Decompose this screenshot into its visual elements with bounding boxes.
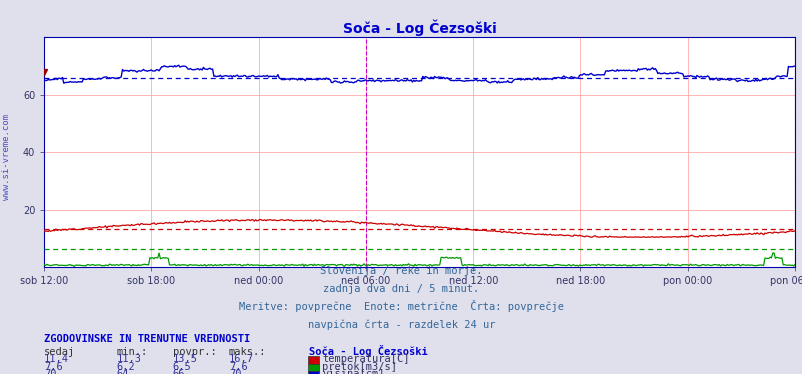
Text: sedaj: sedaj <box>44 347 75 356</box>
Text: 70: 70 <box>229 369 241 374</box>
Text: navpična črta - razdelek 24 ur: navpična črta - razdelek 24 ur <box>307 319 495 329</box>
Text: 7,6: 7,6 <box>44 362 63 371</box>
Text: ZGODOVINSKE IN TRENUTNE VREDNOSTI: ZGODOVINSKE IN TRENUTNE VREDNOSTI <box>44 334 250 344</box>
Text: 7,6: 7,6 <box>229 362 247 371</box>
Text: maks.:: maks.: <box>229 347 266 356</box>
Text: 11,4: 11,4 <box>44 354 69 364</box>
Text: zadnja dva dni / 5 minut.: zadnja dva dni / 5 minut. <box>323 284 479 294</box>
Text: 16,7: 16,7 <box>229 354 253 364</box>
Text: pretok[m3/s]: pretok[m3/s] <box>322 362 396 371</box>
Text: 6,2: 6,2 <box>116 362 135 371</box>
Text: Slovenija / reke in morje.: Slovenija / reke in morje. <box>320 266 482 276</box>
Text: 64: 64 <box>116 369 129 374</box>
Text: povpr.:: povpr.: <box>172 347 216 356</box>
Title: Soča - Log Čezsoški: Soča - Log Čezsoški <box>342 20 496 36</box>
Text: višina[cm]: višina[cm] <box>322 369 384 374</box>
Text: 70: 70 <box>44 369 57 374</box>
Text: 13,5: 13,5 <box>172 354 197 364</box>
Text: www.si-vreme.com: www.si-vreme.com <box>2 114 11 200</box>
Text: 11,3: 11,3 <box>116 354 141 364</box>
Text: Soča - Log Čezsoški: Soča - Log Čezsoški <box>309 344 427 356</box>
Text: Meritve: povprečne  Enote: metrične  Črta: povprečje: Meritve: povprečne Enote: metrične Črta:… <box>239 300 563 312</box>
Text: 6,5: 6,5 <box>172 362 191 371</box>
Text: 66: 66 <box>172 369 185 374</box>
Text: temperatura[C]: temperatura[C] <box>322 354 409 364</box>
Text: min.:: min.: <box>116 347 148 356</box>
